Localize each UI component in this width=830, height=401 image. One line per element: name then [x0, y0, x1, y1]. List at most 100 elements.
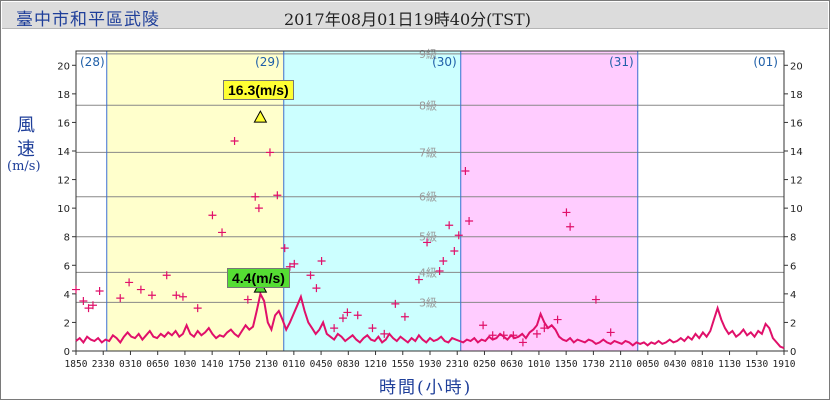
- x-tick-label: 1550: [391, 359, 414, 370]
- x-tick-label: 2110: [609, 359, 632, 370]
- y-tick-label-right: 0: [790, 347, 796, 358]
- x-tick-label: 1730: [582, 359, 605, 370]
- max-gust-marker: [253, 110, 268, 123]
- y-tick-label-right: 4: [790, 290, 796, 301]
- station-name: 臺中市和平區武陵: [16, 10, 160, 30]
- y-tick-label-left: 6: [64, 261, 70, 272]
- gust-marker: [509, 331, 518, 340]
- gust-marker: [338, 314, 347, 323]
- x-tick-label: 1910: [773, 359, 796, 370]
- y-tick-label-left: 10: [57, 204, 70, 215]
- beaufort-label: 5級: [419, 231, 437, 244]
- x-tick-label: 2310: [446, 359, 469, 370]
- x-tick-label: 1850: [65, 359, 88, 370]
- beaufort-label: 4級: [419, 266, 437, 279]
- day-label: (29): [255, 55, 280, 69]
- x-tick-label: 2330: [92, 359, 115, 370]
- y-tick-label-right: 20: [790, 61, 803, 72]
- gust-marker: [450, 247, 459, 255]
- gust-marker: [162, 271, 171, 280]
- gust-marker: [368, 324, 377, 333]
- y-tick-label-left: 18: [57, 90, 70, 101]
- gust-marker: [306, 271, 315, 280]
- gust-marker: [208, 211, 217, 220]
- gust-marker: [136, 285, 145, 294]
- y-axis-label-char-1: 風: [17, 115, 35, 136]
- beaufort-label: 7級: [419, 146, 437, 159]
- y-tick-label-right: 8: [790, 233, 796, 244]
- x-tick-label: 0450: [310, 359, 333, 370]
- x-tick-label: 1010: [527, 359, 550, 370]
- x-tick-label: 0830: [337, 359, 360, 370]
- day-band-2: [283, 51, 461, 351]
- y-tick-label-left: 8: [64, 233, 70, 244]
- x-tick-label: 2130: [255, 359, 278, 370]
- observation-datetime: 2017年08月01日19時40分(TST): [284, 10, 531, 29]
- min-gust-callout: 4.4(m/s): [227, 268, 290, 288]
- y-axis-unit: (m/s): [7, 159, 41, 174]
- y-tick-label-right: 12: [790, 176, 803, 187]
- x-tick-label: 0310: [119, 359, 142, 370]
- max-gust-callout: 16.3(m/s): [223, 80, 294, 100]
- gust-marker: [178, 292, 187, 301]
- x-tick-label: 1130: [718, 359, 741, 370]
- gust-marker: [218, 228, 227, 237]
- x-tick-label: 0110: [282, 359, 305, 370]
- x-tick-label: 0650: [146, 359, 169, 370]
- gust-marker: [353, 311, 362, 320]
- gust-marker: [273, 191, 282, 200]
- gust-marker: [95, 287, 104, 295]
- gust-marker: [251, 192, 260, 201]
- y-tick-label-right: 16: [790, 118, 803, 129]
- day-band-1: [106, 51, 284, 351]
- beaufort-label: 6級: [419, 191, 437, 204]
- x-tick-label: 1210: [364, 359, 387, 370]
- day-label: (01): [753, 55, 778, 69]
- gust-marker: [461, 167, 470, 175]
- gust-marker: [317, 257, 326, 265]
- x-tick-label: 1410: [201, 359, 224, 370]
- gust-marker: [532, 329, 541, 338]
- gust-marker: [193, 304, 202, 313]
- gust-marker: [290, 259, 299, 268]
- gust-marker: [391, 299, 400, 308]
- gust-marker: [518, 338, 527, 347]
- gust-marker: [254, 204, 263, 213]
- gust-marker: [562, 208, 571, 217]
- gust-marker: [147, 291, 156, 300]
- y-tick-label-left: 20: [57, 61, 70, 72]
- gust-marker: [280, 244, 289, 253]
- x-tick-label: 1750: [228, 359, 251, 370]
- gust-marker: [488, 331, 497, 340]
- gust-marker: [343, 308, 352, 317]
- x-tick-label: 1530: [745, 359, 768, 370]
- y-tick-label-left: 12: [57, 176, 70, 187]
- x-tick-label: 0050: [636, 359, 659, 370]
- y-tick-label-right: 10: [790, 204, 803, 215]
- y-axis-label-char-2: 速: [17, 139, 35, 160]
- gust-marker: [465, 217, 474, 225]
- y-tick-label-left: 4: [64, 290, 70, 301]
- gust-marker: [454, 231, 463, 240]
- gust-marker: [116, 294, 125, 303]
- gust-marker: [380, 329, 389, 338]
- gust-marker: [479, 321, 488, 330]
- gust-marker: [79, 297, 88, 305]
- y-tick-label-right: 2: [790, 318, 796, 329]
- x-axis-label: 時間(小時): [379, 378, 473, 398]
- gust-marker: [423, 238, 432, 247]
- gust-marker: [439, 257, 448, 265]
- gust-marker: [606, 328, 615, 337]
- y-tick-label-left: 0: [64, 347, 70, 358]
- gust-marker: [400, 312, 409, 321]
- gust-marker: [553, 315, 562, 324]
- gust-marker: [435, 267, 444, 275]
- gust-marker: [84, 304, 93, 313]
- gust-marker: [312, 284, 321, 293]
- y-tick-label-right: 6: [790, 261, 796, 272]
- gust-marker: [172, 291, 181, 300]
- day-label: (31): [609, 55, 634, 69]
- gust-marker: [125, 278, 134, 287]
